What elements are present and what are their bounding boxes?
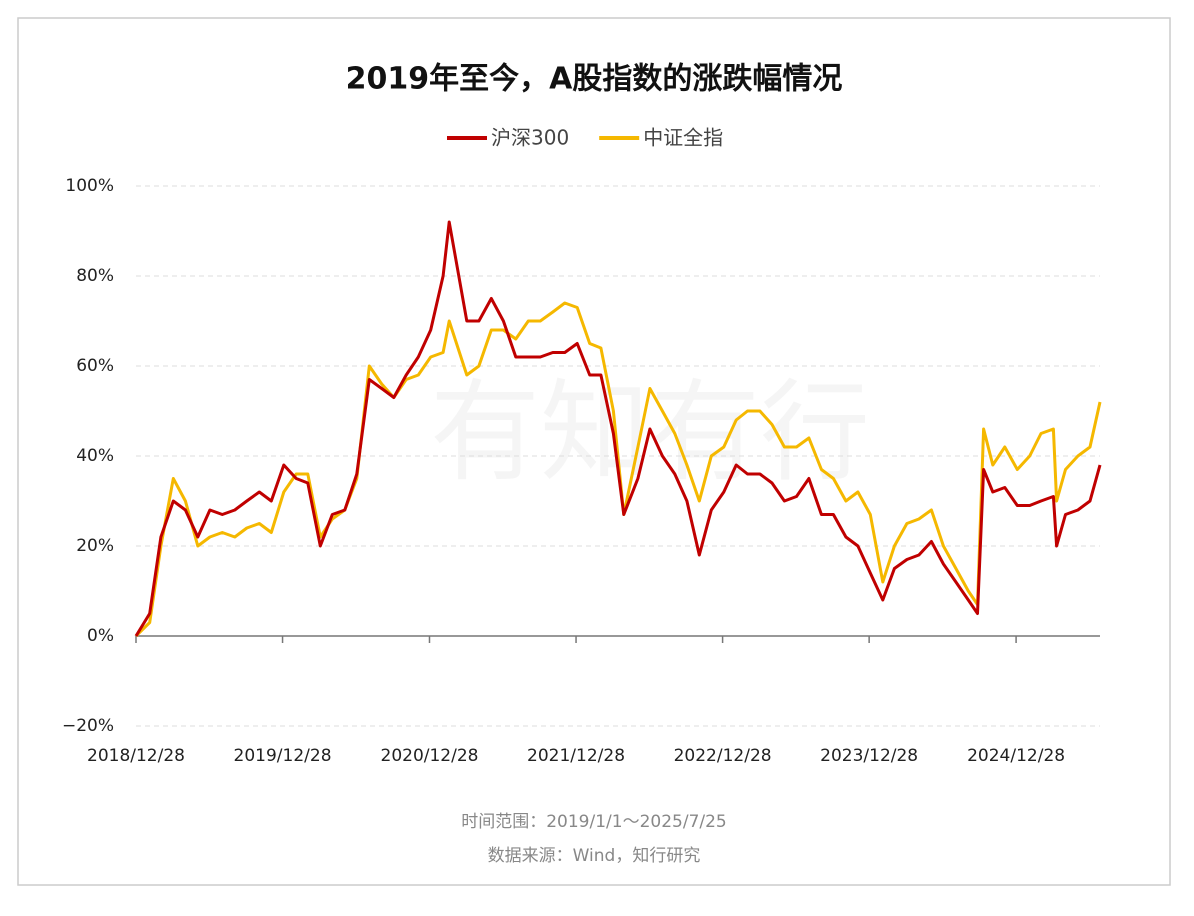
x-tick-label: 2019/12/28 xyxy=(234,746,332,766)
note: 时间范围：2019/1/1～2025/7/25 xyxy=(461,812,727,832)
y-tick-label: 0% xyxy=(87,626,114,646)
series-line xyxy=(134,220,1102,637)
x-tick-label: 2024/12/28 xyxy=(967,746,1065,766)
y-tick-label: 100% xyxy=(65,176,114,196)
x-tick-label: 2022/12/28 xyxy=(674,746,772,766)
y-tick-label: 80% xyxy=(76,266,114,286)
note: 数据来源：Wind，知行研究 xyxy=(488,846,701,866)
y-tick-label: 20% xyxy=(76,536,114,556)
legend-label: 沪深300 xyxy=(491,126,569,150)
y-tick-label: −20% xyxy=(62,716,114,736)
series-line xyxy=(134,301,1102,638)
x-tick-label: 2023/12/28 xyxy=(820,746,918,766)
frame xyxy=(17,17,1171,886)
x-tick-label: 2020/12/28 xyxy=(381,746,479,766)
chart-title: 2019年至今，A股指数的涨跌幅情况 xyxy=(346,62,843,97)
legend-label: 中证全指 xyxy=(643,126,723,150)
y-tick-label: 60% xyxy=(76,356,114,376)
x-tick-label: 2018/12/28 xyxy=(87,746,185,766)
y-tick-label: 40% xyxy=(76,446,114,466)
x-tick-label: 2021/12/28 xyxy=(527,746,625,766)
